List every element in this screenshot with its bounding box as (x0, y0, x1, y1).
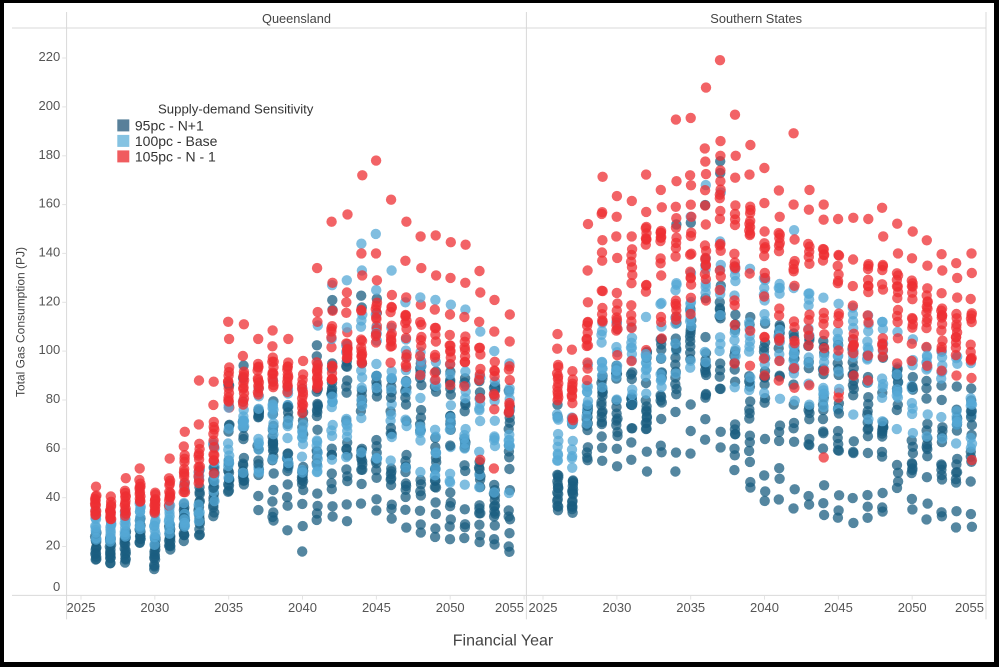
svg-text:2040: 2040 (288, 600, 317, 615)
svg-text:2045: 2045 (824, 600, 853, 615)
svg-text:160: 160 (38, 196, 60, 211)
svg-text:Southern States: Southern States (710, 11, 802, 26)
svg-text:180: 180 (38, 147, 60, 162)
svg-text:2050: 2050 (898, 600, 927, 615)
svg-text:2025: 2025 (529, 600, 558, 615)
svg-text:2055: 2055 (495, 600, 524, 615)
svg-text:2025: 2025 (67, 600, 96, 615)
svg-text:Supply-demand Sensitivity: Supply-demand Sensitivity (158, 102, 314, 117)
svg-text:40: 40 (46, 489, 60, 504)
svg-text:2050: 2050 (436, 600, 465, 615)
svg-text:2035: 2035 (676, 600, 705, 615)
svg-text:100pc - Base: 100pc - Base (135, 133, 218, 149)
svg-text:Queensland: Queensland (262, 11, 331, 26)
svg-text:95pc - N+1: 95pc - N+1 (135, 117, 204, 133)
svg-text:2035: 2035 (214, 600, 243, 615)
svg-text:80: 80 (46, 391, 60, 406)
svg-text:2040: 2040 (750, 600, 779, 615)
svg-text:2030: 2030 (140, 600, 169, 615)
svg-text:100: 100 (38, 342, 60, 357)
svg-text:140: 140 (38, 245, 60, 260)
svg-text:2055: 2055 (955, 600, 984, 615)
svg-text:200: 200 (38, 98, 60, 113)
svg-text:120: 120 (38, 293, 60, 308)
svg-text:60: 60 (46, 440, 60, 455)
svg-text:2045: 2045 (362, 600, 391, 615)
svg-text:220: 220 (38, 49, 60, 64)
svg-text:Financial Year: Financial Year (453, 633, 554, 650)
svg-text:2030: 2030 (602, 600, 631, 615)
svg-text:105pc - N - 1: 105pc - N - 1 (135, 148, 216, 164)
svg-text:0: 0 (53, 579, 60, 594)
svg-text:20: 20 (46, 538, 60, 553)
svg-text:Total Gas Consumption (PJ): Total Gas Consumption (PJ) (14, 247, 28, 397)
